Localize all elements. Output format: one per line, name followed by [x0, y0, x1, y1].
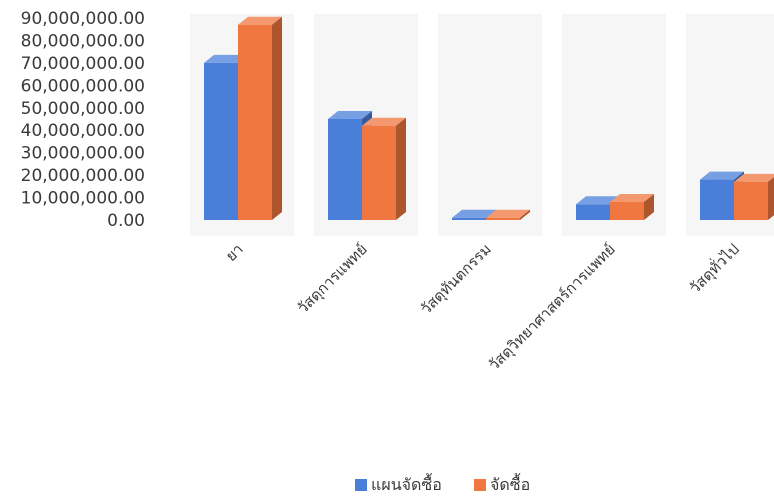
bar-front-face	[328, 119, 362, 220]
legend-swatch	[474, 479, 486, 491]
y-tick-label: 20,000,000.00	[21, 166, 145, 186]
y-tick-label: 70,000,000.00	[21, 54, 145, 74]
legend: แผนจัดซื้อ จัดซื้อ	[355, 473, 530, 494]
legend-item: จัดซื้อ	[474, 473, 530, 494]
bar-top-face	[700, 171, 744, 180]
bar-front-face	[576, 204, 610, 220]
bar-side-face	[396, 117, 406, 220]
bar-top-face	[734, 173, 774, 182]
y-tick-label: 60,000,000.00	[21, 76, 145, 96]
bar	[238, 16, 282, 220]
bar	[486, 209, 530, 220]
legend-item: แผนจัดซื้อ	[355, 473, 442, 494]
bar	[734, 173, 774, 220]
bar-front-face	[610, 202, 644, 220]
bar	[362, 117, 406, 220]
legend-label: จัดซื้อ	[490, 473, 530, 494]
y-tick-label: 80,000,000.00	[21, 31, 145, 51]
bar-side-face	[272, 16, 282, 220]
x-axis: ยา วัสดุการแพทย์ วัสดุทันตกรรมวัสดุวิทยาศา…	[222, 239, 744, 375]
bar-top-face	[576, 196, 620, 205]
category-label: วัสดุการแพทย์	[294, 240, 372, 318]
bar-top-face	[452, 209, 496, 218]
bar-front-face	[238, 24, 272, 220]
bar-top-face	[204, 54, 248, 63]
category-label: ยา	[222, 240, 247, 265]
category-background	[438, 14, 542, 236]
y-tick-label: 0.00	[107, 211, 145, 231]
bar-front-face	[452, 217, 486, 220]
y-tick-label: 90,000,000.00	[21, 9, 145, 29]
y-tick-label: 50,000,000.00	[21, 99, 145, 119]
bar-front-face	[204, 62, 238, 221]
category-label: วัสดุทั่วไป	[684, 239, 743, 298]
y-tick-label: 10,000,000.00	[21, 189, 145, 209]
bar-side-face	[644, 194, 654, 220]
y-tick-label: 40,000,000.00	[21, 121, 145, 141]
legend-swatch	[355, 479, 367, 491]
bar-front-face	[362, 125, 396, 220]
category-label: วัสดุทันตกรรม	[417, 240, 496, 319]
y-tick-label: 30,000,000.00	[21, 144, 145, 164]
bar-top-face	[486, 209, 530, 218]
bar-top-face	[362, 117, 406, 126]
bar-front-face	[734, 181, 768, 220]
bar-group	[204, 16, 774, 221]
bar-side-face	[520, 209, 530, 220]
bar-front-face	[700, 179, 734, 220]
bar-side-face	[768, 177, 774, 220]
bar-top-face	[610, 194, 654, 203]
bar	[610, 194, 654, 220]
bar-front-face	[486, 217, 520, 220]
bar-top-face	[328, 111, 372, 119]
category-label: วัสดุวิทยาศาสตร์การแพทย์	[485, 240, 620, 375]
legend-label: แผนจัดซื้อ	[371, 473, 442, 494]
bar-top-face	[238, 16, 282, 25]
